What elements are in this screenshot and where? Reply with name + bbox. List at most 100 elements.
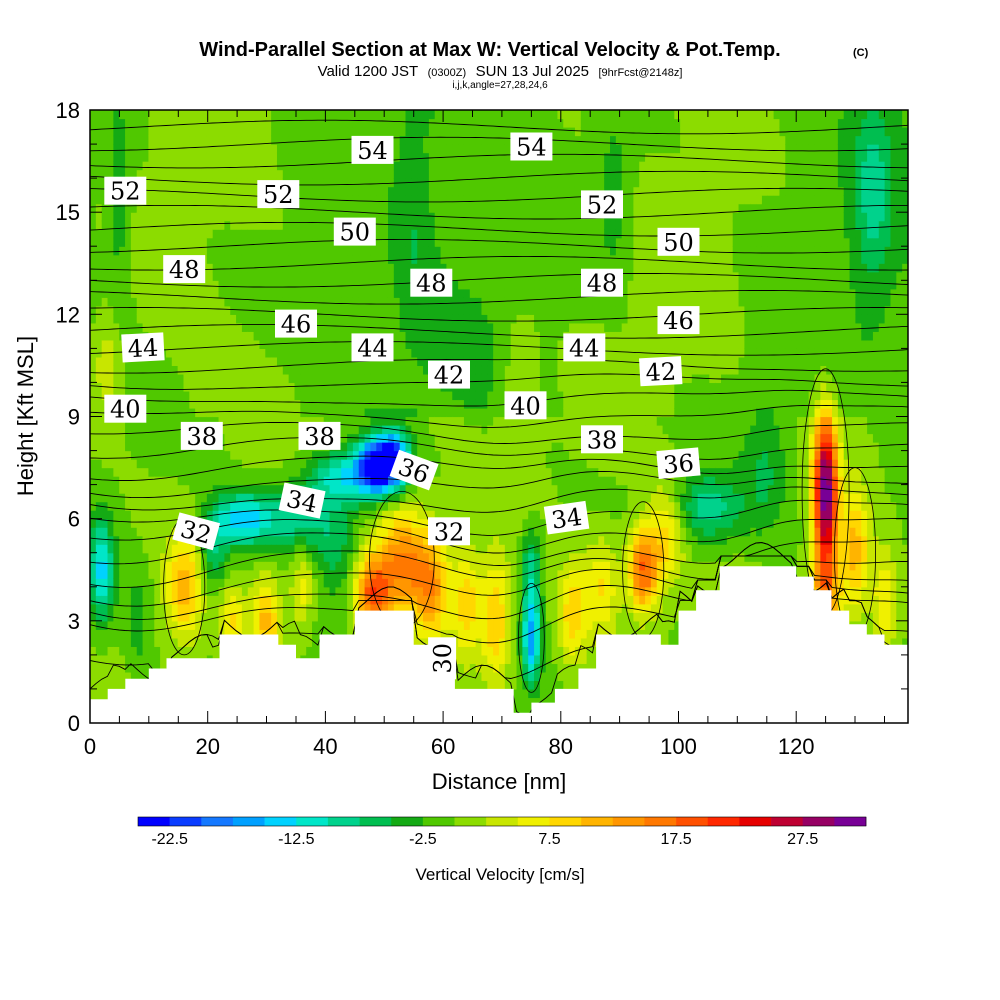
contour-label-text: 50	[340, 219, 371, 247]
theta-contours	[90, 119, 908, 717]
contour-label-bg	[104, 176, 147, 205]
theta-contour-line	[90, 518, 908, 554]
contour-label-bg	[428, 637, 457, 680]
contour-label: 30	[428, 637, 457, 680]
x-tick-label: 100	[660, 734, 697, 759]
contour-label: 46	[657, 306, 700, 335]
contour-label-bg	[389, 449, 439, 491]
contour-label-text: 38	[587, 426, 618, 454]
chart-subtitle: Valid 1200 JST (0300Z) SUN 13 Jul 2025 […	[318, 63, 683, 80]
contour-label: 48	[410, 268, 453, 298]
colorbar-swatch	[486, 817, 519, 826]
contour-label-bg	[428, 517, 470, 546]
contour-label: 52	[257, 180, 300, 209]
theta-contour-line	[90, 204, 908, 220]
y-tick-label: 9	[68, 405, 80, 430]
y-tick-label: 3	[68, 609, 80, 634]
theta-contour-line	[90, 542, 908, 679]
y-tick-label: 6	[68, 507, 80, 532]
contour-label: 46	[275, 309, 317, 339]
contour-label-text: 48	[416, 270, 447, 298]
theta-contour-line	[90, 358, 908, 374]
colorbar-swatch	[296, 817, 329, 826]
contour-label: 34	[278, 482, 326, 519]
contour-label-bg	[581, 190, 623, 219]
colorbar-swatch	[327, 817, 360, 826]
contour-label-bg	[563, 333, 606, 362]
theta-contour-line	[90, 136, 908, 152]
contour-label-text: 40	[510, 392, 541, 420]
colorbar-swatch	[644, 817, 677, 826]
contour-label-text: 40	[110, 396, 141, 424]
contour-label: 54	[510, 132, 553, 162]
colorbar-swatch	[802, 817, 835, 826]
theta-contour-line	[90, 455, 908, 481]
contour-label: 52	[104, 176, 147, 206]
theta-contour-line	[90, 486, 908, 513]
contour-label: 40	[504, 391, 547, 420]
contour-label-bg	[581, 268, 623, 297]
colorbar-swatch	[581, 817, 614, 826]
contour-label-bg	[163, 255, 206, 284]
colorbar-swatch	[454, 817, 487, 826]
colorbar-swatch	[676, 817, 709, 826]
theta-contour-line	[90, 187, 908, 203]
contour-label: 50	[657, 227, 700, 257]
contour-label-bg	[172, 512, 221, 551]
colorbar-swatch	[739, 817, 772, 826]
contour-label: 48	[163, 255, 206, 284]
theta-contour-line	[90, 307, 908, 322]
theta-contour-line	[90, 373, 908, 390]
theta-contour-line	[90, 119, 908, 135]
contour-label-bg	[504, 391, 547, 420]
chart-indices: i,j,k,angle=27,28,24,6	[452, 80, 548, 91]
contour-label-text: 44	[357, 334, 388, 362]
contour-label-bg	[180, 421, 223, 450]
contour-label-text: 44	[569, 334, 600, 362]
contour-label-text: 48	[587, 270, 618, 298]
forecast-info: [9hrFcst@2148z]	[598, 67, 682, 79]
theta-contour-line	[90, 221, 908, 237]
colorbar-swatch	[549, 817, 582, 826]
theta-contour-line	[90, 238, 908, 254]
contour-label: 40	[104, 394, 147, 424]
x-tick-label: 120	[778, 734, 815, 759]
valid-time: Valid 1200 JST	[318, 63, 419, 80]
contour-label-text: 34	[550, 503, 584, 535]
theta-contour-line	[90, 421, 908, 444]
contour-label-bg	[351, 135, 394, 164]
contour-label-bg	[104, 394, 147, 423]
theta-contour-line	[90, 436, 908, 460]
contour-label: 32	[428, 517, 470, 546]
contour-label-bg	[275, 309, 317, 338]
contour-label: 38	[581, 425, 623, 454]
x-tick-label: 0	[84, 734, 96, 759]
w-contour-line	[518, 583, 545, 693]
colorbar-tick-label: 17.5	[661, 831, 692, 848]
contour-label-text: 52	[110, 178, 141, 206]
colorbar-swatch	[771, 817, 803, 826]
colorbar-swatch	[517, 817, 550, 826]
colorbar-swatch	[169, 817, 202, 826]
y-tick-label: 15	[56, 200, 80, 225]
contour-label-text: 36	[662, 449, 695, 480]
theta-contour-line	[90, 341, 908, 356]
colorbar-swatch	[138, 817, 170, 826]
colorbar-swatch	[264, 817, 297, 826]
contour-label: 42	[428, 360, 470, 390]
contour-label-text: 42	[645, 357, 677, 387]
contour-labels: 54 54 52 52 52 50 50 48 48 48 46 46 44 44 44 42 42 40 40 38…	[104, 132, 701, 680]
colorbar-frame	[137, 816, 867, 827]
colorbar-swatch	[201, 817, 234, 826]
contour-label-text: 52	[263, 181, 294, 209]
theta-contour-line	[90, 153, 908, 169]
contour-label-text: 42	[434, 362, 465, 390]
theta-contour-line	[90, 290, 908, 305]
x-tick-label: 20	[195, 734, 219, 759]
contour-label-text: 44	[127, 334, 159, 364]
contour-label-bg	[278, 482, 326, 519]
contour-label-text: 38	[187, 423, 218, 451]
contour-label: 32	[172, 512, 221, 551]
x-tick-label: 80	[549, 734, 573, 759]
colorbar-swatch	[232, 817, 265, 826]
